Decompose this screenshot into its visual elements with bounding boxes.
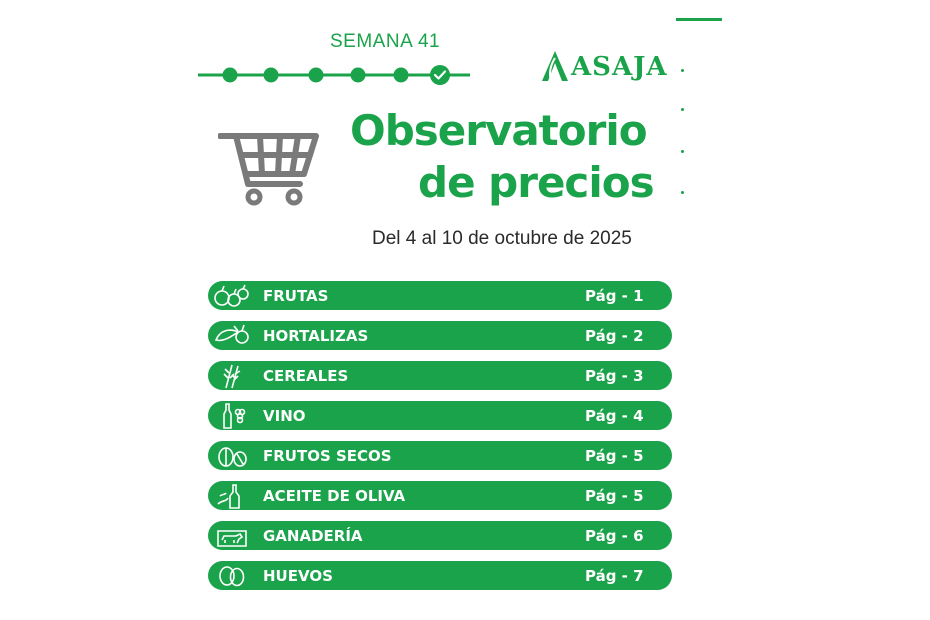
decorative-dot <box>681 150 684 153</box>
section-item-huevos[interactable]: HUEVOS Pág - 7 <box>208 561 672 590</box>
timeline-dot <box>393 67 409 83</box>
nuts-icon <box>218 447 247 467</box>
vegetables-icon <box>214 324 249 344</box>
wine-icon <box>223 403 246 429</box>
section-label: FRUTOS SECOS <box>263 447 392 465</box>
page-title-line1: Observatorio <box>350 106 648 155</box>
wheat-icon <box>223 364 241 389</box>
section-item-aceite-de-oliva[interactable]: ACEITE DE OLIVA Pág - 5 <box>208 481 672 510</box>
section-page: Pág - 2 <box>585 327 644 345</box>
section-label: HUEVOS <box>263 567 333 585</box>
date-range: Del 4 al 10 de octubre de 2025 <box>372 228 632 249</box>
asaja-logo-icon <box>542 51 568 82</box>
section-page: Pág - 4 <box>585 407 644 425</box>
section-item-vino[interactable]: VINO Pág - 4 <box>208 401 672 430</box>
section-page: Pág - 6 <box>585 527 644 545</box>
section-item-frutas[interactable]: FRUTAS Pág - 1 <box>208 281 672 310</box>
section-page: Pág - 5 <box>585 487 644 505</box>
olive-oil-icon <box>217 484 240 509</box>
section-index: FRUTAS Pág - 1 HORTALIZAS Pág - 2 CEREAL… <box>208 281 672 601</box>
eggs-icon <box>219 566 245 587</box>
section-item-cereales[interactable]: CEREALES Pág - 3 <box>208 361 672 390</box>
week-label: SEMANA 41 <box>330 31 441 52</box>
decorative-dot <box>681 108 684 111</box>
section-page: Pág - 1 <box>585 287 644 305</box>
section-label: HORTALIZAS <box>263 327 369 345</box>
decorative-dot <box>681 69 684 72</box>
check-icon <box>430 65 450 85</box>
fruits-icon <box>214 284 249 307</box>
livestock-icon <box>217 530 247 547</box>
brand-name: ASAJA <box>571 52 668 82</box>
decorative-dot <box>681 191 684 194</box>
timeline-dot <box>263 67 279 83</box>
timeline-dot <box>350 67 366 83</box>
week-timeline <box>198 65 470 85</box>
section-item-frutos-secos[interactable]: FRUTOS SECOS Pág - 5 <box>208 441 672 470</box>
section-label: GANADERÍA <box>263 527 363 545</box>
shopping-cart-icon <box>218 133 319 206</box>
section-page: Pág - 5 <box>585 447 644 465</box>
section-label: ACEITE DE OLIVA <box>263 487 406 505</box>
section-label: CEREALES <box>263 367 349 385</box>
decorative-line <box>676 18 722 21</box>
timeline-dot <box>222 67 238 83</box>
section-label: VINO <box>263 407 306 425</box>
section-item-ganaderia[interactable]: GANADERÍA Pág - 6 <box>208 521 672 550</box>
timeline-dot <box>308 67 324 83</box>
section-page: Pág - 3 <box>585 367 644 385</box>
section-item-hortalizas[interactable]: HORTALIZAS Pág - 2 <box>208 321 672 350</box>
section-page: Pág - 7 <box>585 567 644 585</box>
section-label: FRUTAS <box>263 287 329 305</box>
page-title-line2: de precios <box>418 158 655 207</box>
